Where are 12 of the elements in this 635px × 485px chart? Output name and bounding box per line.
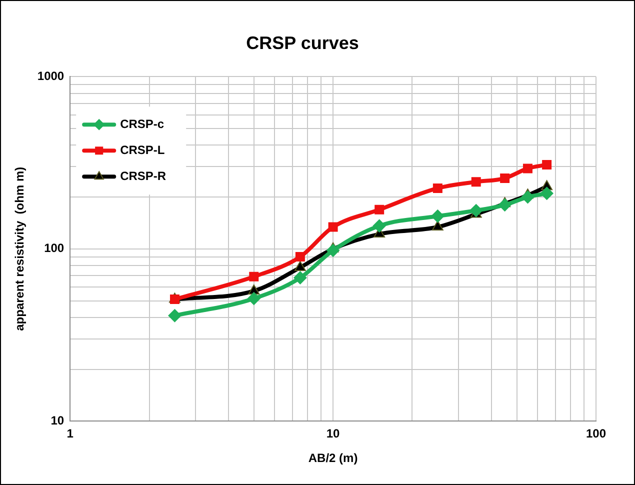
legend-label: CRSP-L	[120, 142, 165, 157]
chart-title: CRSP curves	[246, 32, 359, 53]
x-tick-label: 1	[66, 426, 74, 441]
x-axis-title: AB/2 (m)	[308, 451, 358, 466]
x-tick-label: 10	[326, 426, 340, 441]
y-tick-label: 100	[44, 241, 64, 256]
x-tick-label: 100	[586, 426, 606, 441]
legend-label: CRSP-R	[120, 168, 166, 183]
y-tick-label: 1000	[37, 68, 64, 83]
y-tick-label: 10	[50, 414, 64, 428]
legend-label: CRSP-c	[120, 116, 164, 131]
y-axis-title: apparent resistivity (ohm m)	[12, 166, 27, 331]
